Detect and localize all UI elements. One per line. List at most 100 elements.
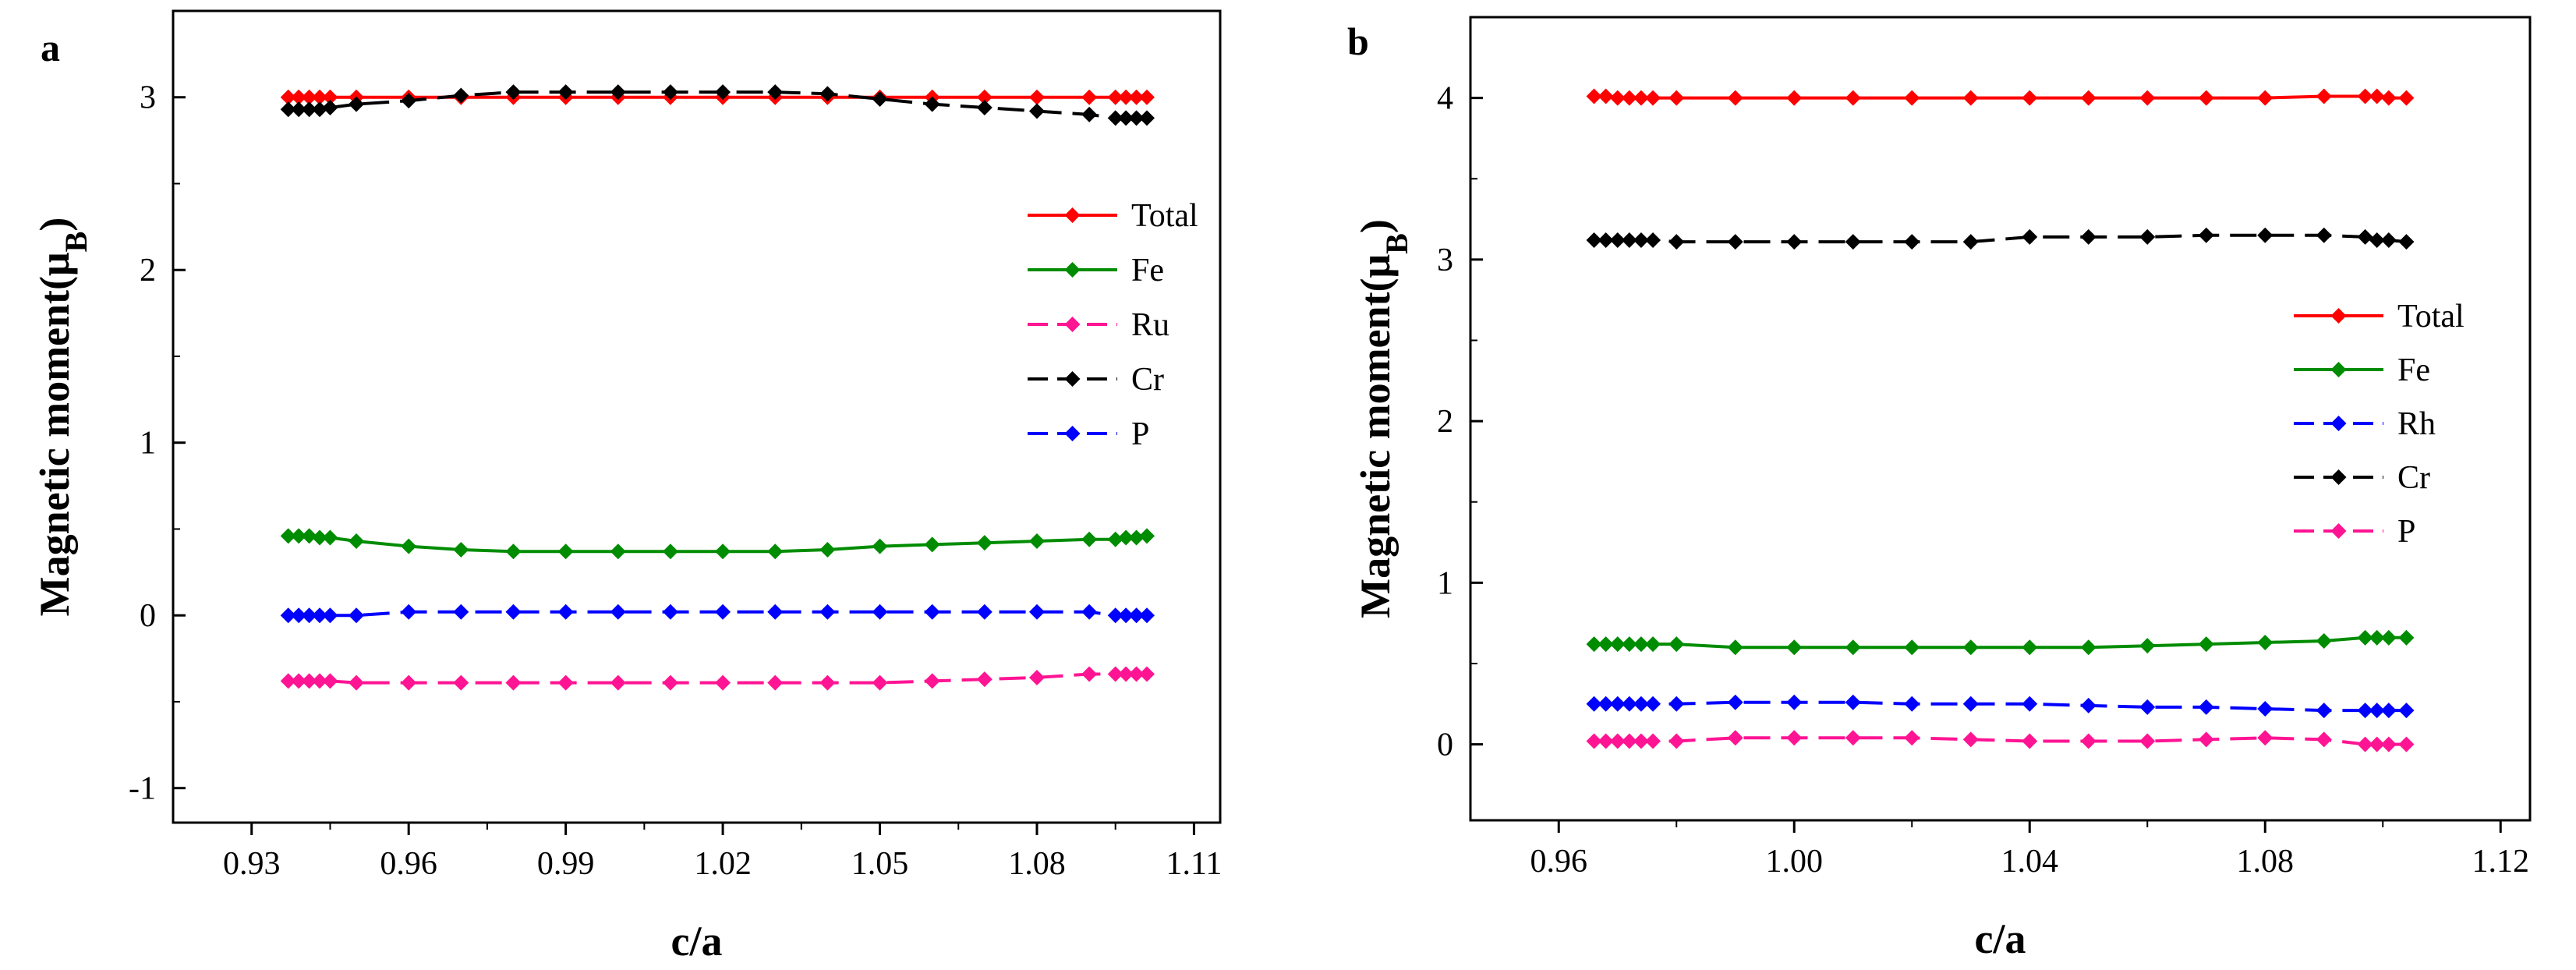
panel-a-point-ru — [924, 673, 940, 689]
panel-a-y-tick-label: 3 — [140, 80, 156, 116]
panel-a-point-ru — [1128, 666, 1145, 682]
panel-b-point-p — [1904, 730, 1920, 746]
panel-a-series-p — [280, 604, 1155, 624]
panel-b-point-rh — [2022, 696, 2038, 712]
panel-b-point-total — [2022, 90, 2038, 106]
panel-a-point-fe — [322, 529, 338, 546]
panel-a-point-cr — [349, 96, 365, 112]
panel-b-y-tick-label: 1 — [1437, 565, 1453, 601]
panel-b-point-total — [1904, 90, 1920, 106]
panel-b-y-tick-label: 4 — [1437, 81, 1453, 117]
panel-a-point-total — [1081, 89, 1098, 105]
panel-a-point-cr — [662, 84, 678, 101]
panel-b-point-fe — [1727, 639, 1743, 656]
panel-a-point-total — [301, 89, 317, 105]
panel-b-point-cr — [2398, 234, 2415, 250]
panel-a-point-total — [1118, 89, 1134, 105]
panel-b-point-fe — [2357, 629, 2373, 646]
panel-a-point-fe — [557, 543, 574, 560]
panel-a-legend-label-total: Total — [1131, 198, 1198, 234]
panel-a-point-p — [301, 607, 317, 624]
panel-b-series-line-total — [1594, 94, 2407, 100]
panel-b-point-fe — [2139, 638, 2156, 654]
panel-b-point-rh — [2080, 697, 2097, 713]
panel-a-point-fe — [767, 543, 784, 560]
panel-a-point-fe — [872, 538, 888, 554]
panel-b-point-total — [2357, 88, 2373, 104]
panel-b-point-cr — [2022, 228, 2038, 245]
panel-b-point-total — [2380, 90, 2397, 106]
panel-b-point-cr — [1962, 234, 1979, 250]
panel-b-point-total — [1586, 88, 1602, 104]
panel-a-letter: a — [41, 26, 60, 69]
panel-a-point-total — [1028, 89, 1045, 105]
panel-a-point-fe — [924, 536, 940, 553]
panel-b-point-fe — [2257, 635, 2273, 651]
panel-b-legend-label-rh: Rh — [2397, 406, 2436, 442]
panel-b-point-total — [1786, 90, 1803, 106]
panel-a-point-cr — [1028, 103, 1045, 119]
panel-b-point-cr — [2380, 232, 2397, 248]
panel-b-point-rh — [1621, 696, 1637, 712]
panel-a-point-ru — [872, 674, 888, 691]
panel-a-point-cr — [819, 86, 836, 102]
panel-a-x-tick-label: 1.08 — [1008, 846, 1066, 882]
panel-a-point-cr — [280, 101, 296, 118]
panel-a-point-fe — [610, 543, 626, 560]
panel-b-point-rh — [1904, 696, 1920, 712]
panel-a-point-ru — [322, 673, 338, 689]
panel-b-point-p — [2198, 731, 2214, 748]
panel-b-x-tick-label: 1.00 — [1766, 844, 1824, 880]
panel-a-point-total — [1138, 89, 1155, 105]
panel-b-legend-marker-p — [2330, 523, 2347, 539]
panel-a-point-p — [291, 607, 307, 624]
panel-b-point-rh — [1598, 696, 1614, 712]
panel-b-y-tick-label: 3 — [1437, 242, 1453, 278]
panel-b-series-fe — [1586, 629, 2415, 656]
panel-b-point-cr — [1727, 234, 1743, 250]
panel-b-point-rh — [2380, 703, 2397, 719]
panel-a-point-ru — [1081, 666, 1098, 682]
panel-a-point-p — [322, 607, 338, 624]
panel-a-point-cr — [322, 100, 338, 116]
panel-a-x-tick-label: 0.96 — [380, 846, 437, 882]
panel-b-point-fe — [2398, 629, 2415, 646]
panel-b-point-p — [1668, 733, 1685, 749]
panel-b-point-total — [2080, 90, 2097, 106]
panel-b-point-fe — [1609, 636, 1626, 653]
panel-b-point-fe — [2022, 639, 2038, 656]
panel-a-point-total — [976, 89, 993, 105]
panel-a-legend-label-ru: Ru — [1131, 307, 1169, 343]
panel-a-point-p — [976, 604, 993, 620]
panel-b-point-fe — [1633, 636, 1649, 653]
panel-b-legend-label-fe: Fe — [2397, 352, 2430, 388]
panel-a-point-fe — [715, 543, 731, 560]
panel-a-point-ru — [662, 674, 678, 691]
panel-a-legend-label-cr: Cr — [1131, 362, 1164, 398]
panel-b-point-cr — [1621, 232, 1637, 248]
panel-a-point-ru — [767, 674, 784, 691]
panel-a-point-p — [1028, 604, 1045, 620]
panel-b-point-p — [1598, 733, 1614, 749]
panel-a-point-p — [767, 604, 784, 620]
panel-b-point-total — [2398, 90, 2415, 106]
panel-b-point-p — [1727, 730, 1743, 746]
panel-a-point-p — [312, 607, 328, 624]
panel-b-point-rh — [2316, 703, 2332, 719]
panel-b-point-p — [1609, 733, 1626, 749]
panel-b-point-fe — [2369, 629, 2385, 646]
panel-b-point-p — [2139, 733, 2156, 749]
panel-a-point-p — [557, 604, 574, 620]
panel-a-point-total — [1128, 89, 1145, 105]
panel-b-point-rh — [2139, 699, 2156, 715]
panel-b-point-rh — [1845, 694, 1861, 710]
panel-a-point-total — [1107, 89, 1123, 105]
panel-b-point-rh — [1668, 696, 1685, 712]
panel-b-point-p — [1633, 733, 1649, 749]
panel-a-y-tick-label: 2 — [140, 253, 156, 289]
panel-a-y-tick-label: -1 — [129, 771, 156, 807]
panel-a-x-tick-label: 1.11 — [1166, 846, 1222, 882]
panel-a-point-ru — [401, 674, 417, 691]
